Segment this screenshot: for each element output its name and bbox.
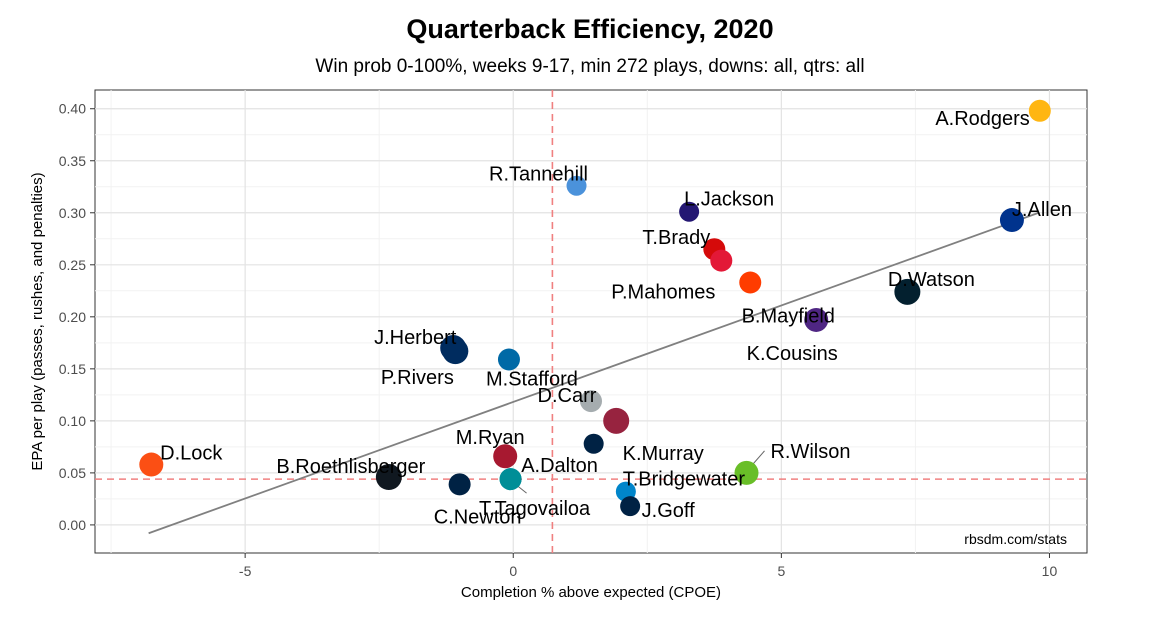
label-c-newton: C.Newton <box>434 506 522 528</box>
label-l-jackson: L.Jackson <box>684 189 774 211</box>
label-d-watson: D.Watson <box>888 269 975 291</box>
x-tick-label: 0 <box>509 563 517 579</box>
trend-line <box>148 211 1040 535</box>
chart-caption: rbsdm.com/stats <box>964 531 1067 547</box>
label-p-mahomes: P.Mahomes <box>611 282 715 304</box>
point-labels: A.Rodgers J.Allen R.Tannehill L.Jackson T.Br… <box>160 108 1072 529</box>
point-t-tagovailoa <box>499 468 522 491</box>
chart-subtitle: Win prob 0-100%, weeks 9-17, min 272 pla… <box>315 56 865 77</box>
point-k-cousins <box>804 307 829 332</box>
point-d-carr <box>580 390 602 413</box>
y-axis-title: EPA per play (passes, rushes, and penalt… <box>29 172 46 470</box>
point-d-watson <box>894 278 921 305</box>
point-c-newton <box>448 473 471 496</box>
point-r-wilson <box>734 460 759 485</box>
x-tick-label: 5 <box>777 563 785 579</box>
point-p-rivers <box>442 338 469 365</box>
point-b-roethlisberger <box>375 464 402 491</box>
point-b-mayfield <box>739 271 762 294</box>
label-r-tannehill: R.Tannehill <box>489 164 588 186</box>
label-j-herbert: J.Herbert <box>374 327 457 349</box>
label-r-wilson: R.Wilson <box>770 441 850 463</box>
point-r-tannehill <box>566 175 587 196</box>
label-d-lock: D.Lock <box>160 443 223 465</box>
y-tick-label: 0.35 <box>59 153 86 169</box>
y-tick-label: 0.20 <box>59 309 86 325</box>
label-t-tagovailoa: T.Tagovailoa <box>479 498 591 520</box>
label-m-ryan: M.Ryan <box>456 427 525 449</box>
label-a-dalton: A.Dalton <box>521 455 598 477</box>
label-d-carr: D.Carr <box>538 385 597 407</box>
point-l-jackson <box>679 201 700 222</box>
point-p-mahomes <box>710 249 733 272</box>
y-tick-label: 0.30 <box>59 205 86 221</box>
y-tick-label: 0.10 <box>59 413 86 429</box>
label-m-stafford: M.Stafford <box>486 368 578 390</box>
y-axis-ticks: 0.00 0.05 0.10 0.15 0.20 0.25 0.30 0.35 0.40 <box>59 101 95 533</box>
label-b-roethlisberger: B.Roethlisberger <box>276 456 425 478</box>
label-p-rivers: P.Rivers <box>381 367 454 389</box>
label-b-mayfield: B.Mayfield <box>742 305 835 327</box>
y-tick-label: 0.00 <box>59 517 86 533</box>
x-tick-label: 10 <box>1042 563 1058 579</box>
point-k-murray <box>603 407 630 434</box>
point-a-rodgers <box>1028 99 1051 122</box>
point-d-lock <box>139 452 164 477</box>
label-k-cousins: K.Cousins <box>747 343 838 365</box>
label-j-goff: J.Goff <box>642 500 695 522</box>
chart-title: Quarterback Efficiency, 2020 <box>406 14 774 44</box>
point-j-allen <box>999 208 1024 233</box>
x-tick-label: -5 <box>239 563 252 579</box>
point-k-murray-dot- <box>583 433 604 454</box>
reference-lines <box>95 90 1087 553</box>
point-m-ryan <box>493 444 518 469</box>
label-k-murray: K.Murray <box>623 443 704 465</box>
label-t-brady: T.Brady <box>642 227 710 249</box>
point-j-goff <box>620 496 641 517</box>
y-tick-label: 0.15 <box>59 361 86 377</box>
y-tick-label: 0.40 <box>59 101 86 117</box>
label-t-bridgewater: T.Bridgewater <box>623 469 746 491</box>
y-tick-label: 0.05 <box>59 465 86 481</box>
data-points <box>139 99 1051 517</box>
y-tick-label: 0.25 <box>59 257 86 273</box>
plot-panel <box>94 89 1088 554</box>
x-axis-title: Completion % above expected (CPOE) <box>461 584 721 601</box>
label-a-rodgers: A.Rodgers <box>935 108 1030 130</box>
x-axis-ticks: -5 0 5 10 <box>239 553 1058 579</box>
label-j-allen: J.Allen <box>1012 199 1072 221</box>
point-m-stafford <box>497 348 520 371</box>
